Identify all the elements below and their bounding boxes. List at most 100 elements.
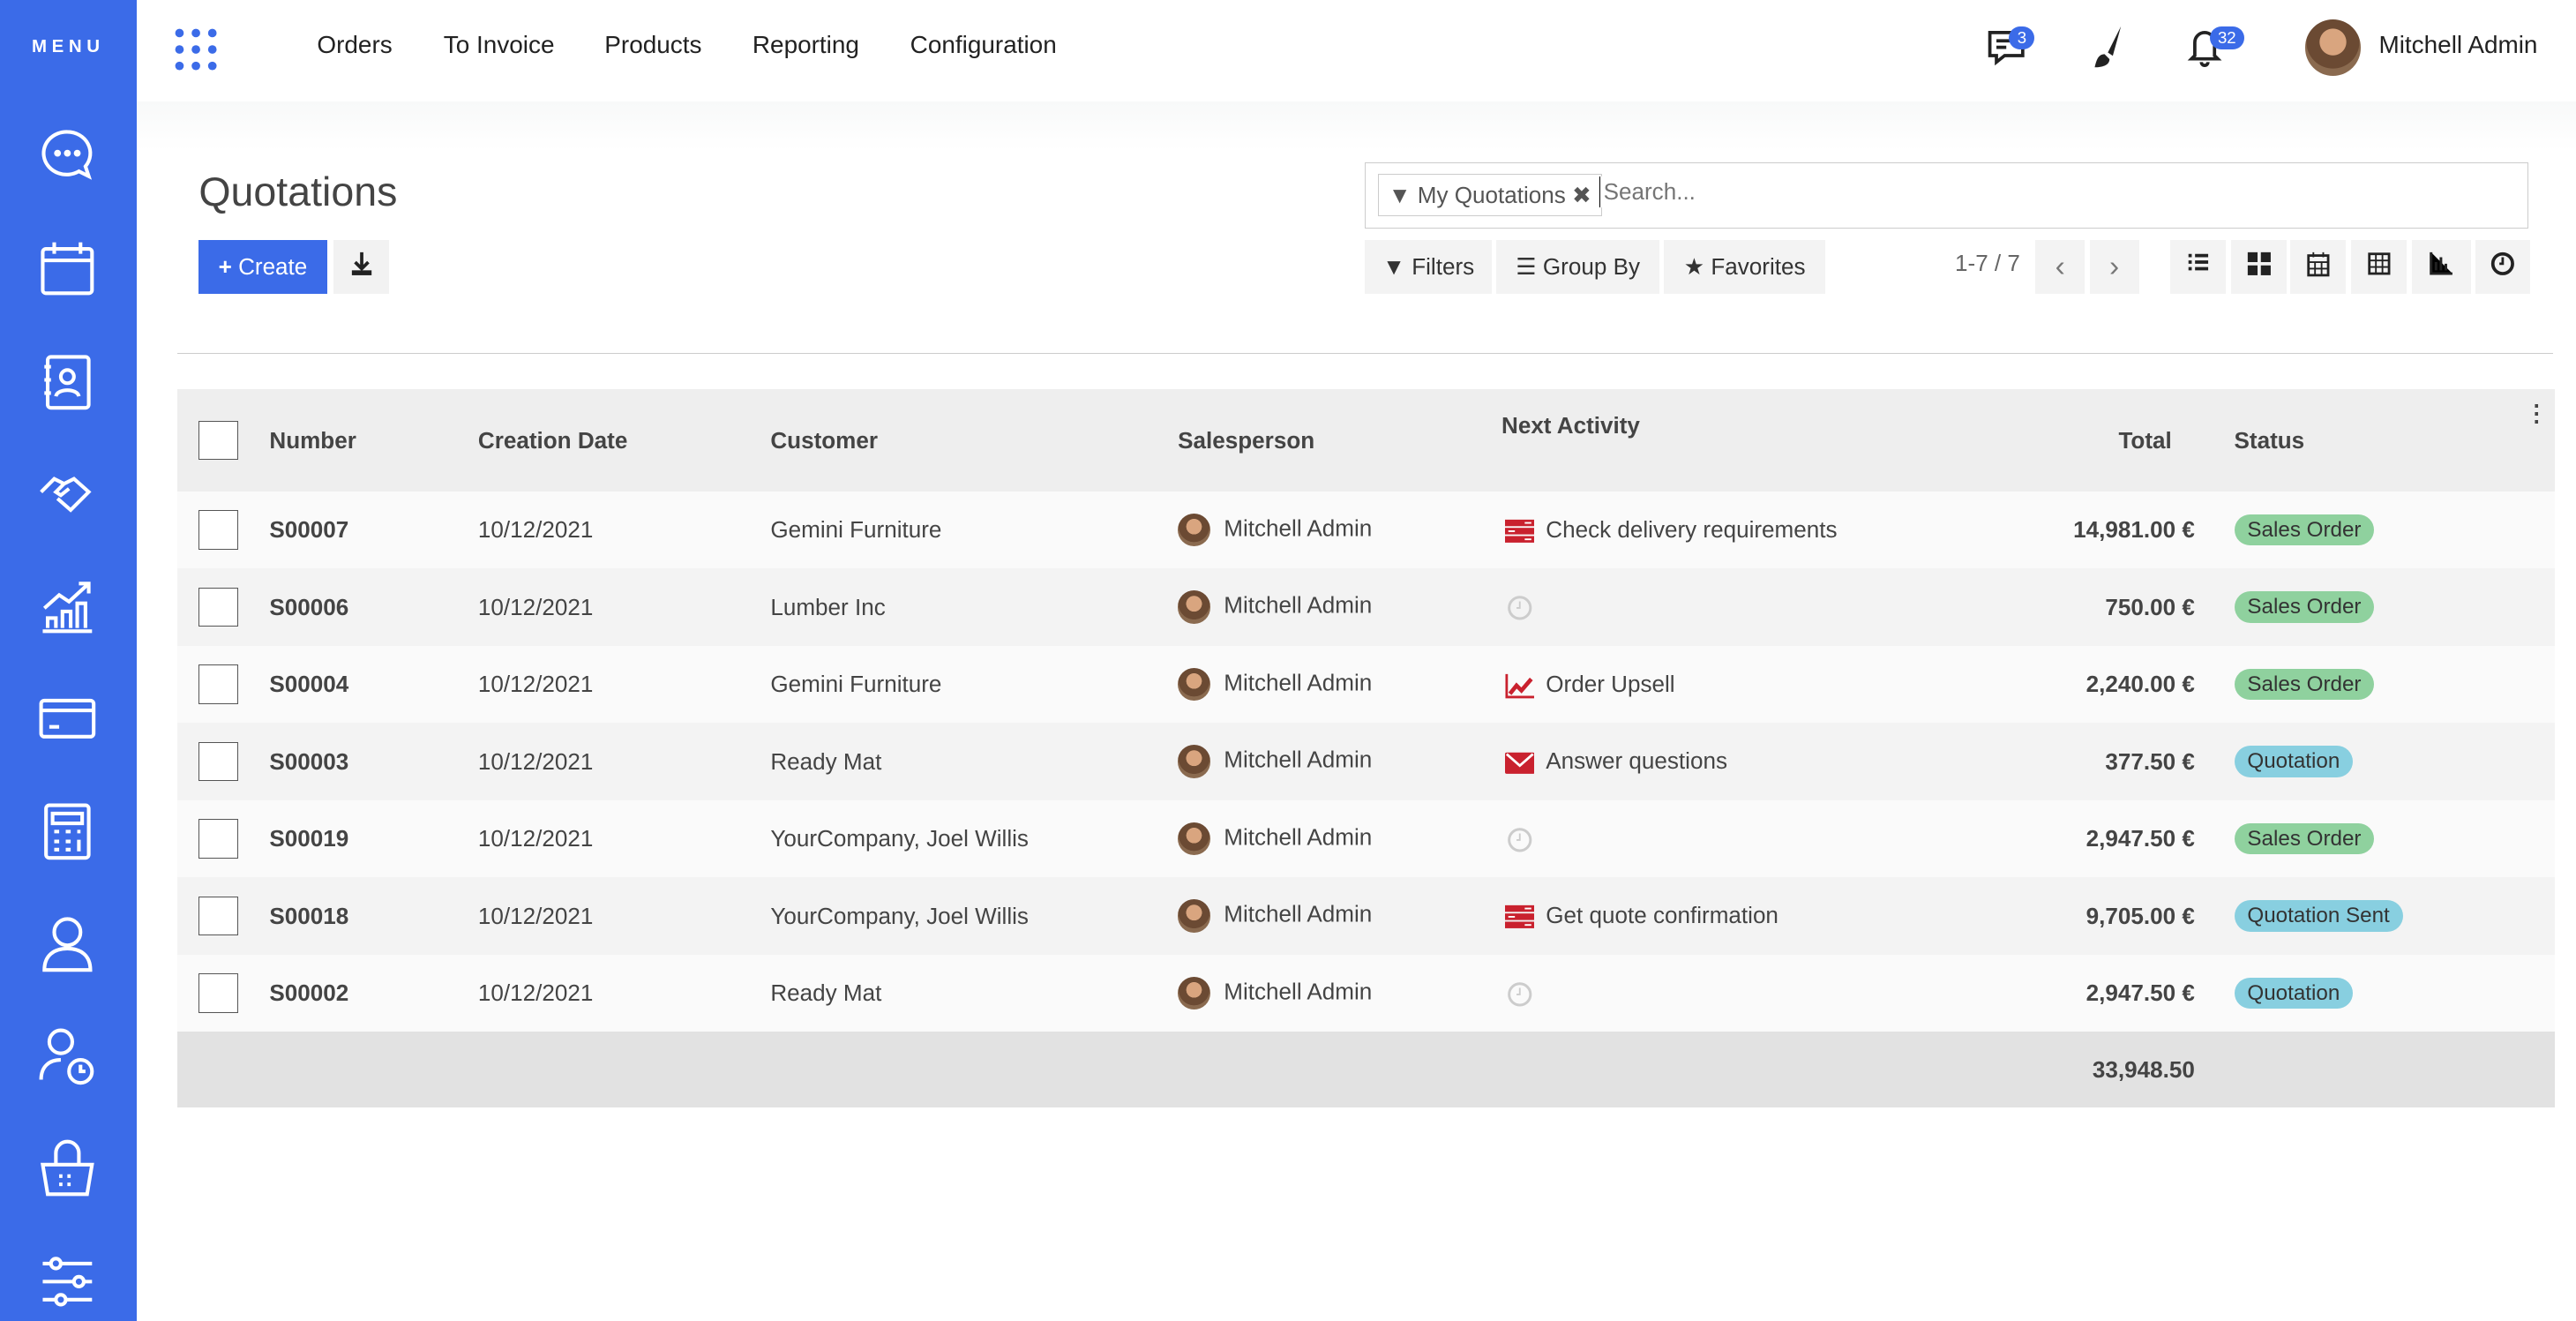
pager-next[interactable]: › (2089, 239, 2139, 295)
table-row[interactable]: S00019 10/12/2021 YourCompany, Joel Will… (177, 799, 2555, 878)
activity-envelope-icon[interactable] (1504, 749, 1535, 776)
activities-button[interactable]: 32 (2182, 19, 2244, 79)
col-status[interactable]: Status (2234, 426, 2305, 454)
facet-label: My Quotations (1417, 181, 1566, 208)
row-checkbox[interactable] (198, 896, 238, 936)
nav-configuration[interactable]: Configuration (910, 31, 1057, 59)
row-checkbox[interactable] (198, 741, 238, 782)
app-sidebar: MENU (0, 0, 137, 1321)
table-row[interactable]: S00006 10/12/2021 Lumber Inc Mitchell Ad… (177, 568, 2555, 646)
table-row[interactable]: S00018 10/12/2021 YourCompany, Joel Will… (177, 877, 2555, 955)
customer: YourCompany, Joel Willis (770, 902, 1029, 929)
contacts-icon[interactable] (36, 350, 99, 413)
calculator-icon[interactable] (36, 800, 99, 863)
crm-handshake-icon[interactable] (36, 462, 99, 525)
download-button[interactable] (333, 239, 390, 295)
paintbrush-icon[interactable] (2088, 23, 2128, 72)
row-checkbox[interactable] (198, 819, 238, 859)
row-checkbox[interactable] (198, 664, 238, 704)
order-number: S00002 (269, 979, 349, 1007)
divider (177, 353, 2553, 354)
activity-chart-icon[interactable] (1505, 672, 1535, 699)
user-avatar[interactable] (2304, 19, 2361, 76)
salesperson-avatar (1178, 745, 1211, 778)
activity-clock-icon[interactable] (1505, 827, 1535, 853)
top-navbar: Orders To Invoice Products Reporting Con… (136, 0, 2576, 102)
view-calendar-button[interactable] (2289, 239, 2347, 295)
activity-tasks-icon[interactable] (1504, 518, 1535, 544)
col-customer[interactable]: Customer (770, 389, 1179, 492)
col-creation-date[interactable]: Creation Date (477, 389, 771, 492)
order-number: S00018 (269, 902, 349, 929)
total: 2,240.00 € (2086, 671, 2195, 698)
menu-label[interactable]: MENU (31, 35, 105, 56)
customer: Ready Mat (770, 747, 882, 775)
activity-tasks-icon[interactable] (1504, 904, 1535, 930)
messages-button[interactable]: 3 (1985, 19, 2035, 79)
activity-summary[interactable]: Answer questions (1546, 747, 1727, 775)
activity-summary[interactable]: Order Upsell (1546, 670, 1675, 697)
total: 377.50 € (2105, 747, 2195, 775)
col-total[interactable]: Total (2060, 389, 2215, 492)
nav-to-invoice[interactable]: To Invoice (443, 31, 555, 59)
apps-grid-icon[interactable] (173, 26, 219, 72)
table-row[interactable]: S00002 10/12/2021 Ready Mat Mitchell Adm… (177, 954, 2555, 1032)
pager-value[interactable]: 1-7 / 7 (1955, 250, 2020, 277)
view-kanban-button[interactable] (2230, 239, 2288, 295)
activity-clock-icon[interactable] (1505, 595, 1535, 621)
sliders-icon[interactable] (36, 1250, 99, 1313)
user-icon[interactable] (36, 912, 99, 975)
activity-summary[interactable]: Get quote confirmation (1546, 902, 1778, 929)
nav-products[interactable]: Products (604, 31, 702, 59)
col-next-activity[interactable]: Next Activity (1501, 389, 2061, 492)
row-checkbox[interactable] (198, 973, 238, 1013)
salesperson-avatar (1178, 822, 1211, 856)
sum-total: 33,948.50 (2060, 1032, 2215, 1108)
user-menu[interactable]: Mitchell Admin (2378, 31, 2538, 59)
table-row[interactable]: S00007 10/12/2021 Gemini Furniture Mitch… (177, 491, 2555, 569)
salesperson-avatar (1178, 899, 1211, 933)
status-badge: Quotation Sent (2234, 900, 2403, 932)
activity-clock-icon[interactable] (1505, 981, 1535, 1008)
total: 2,947.50 € (2086, 979, 2195, 1007)
user-clock-icon[interactable] (36, 1025, 99, 1088)
row-checkbox[interactable] (198, 587, 238, 627)
table-row[interactable]: S00004 10/12/2021 Gemini Furniture Mitch… (177, 645, 2555, 724)
salesperson-avatar (1178, 513, 1211, 547)
view-list-button[interactable] (2169, 239, 2227, 295)
search-input[interactable] (1599, 176, 2494, 207)
view-pivot-button[interactable] (2350, 239, 2408, 295)
salesperson: Mitchell Admin (1224, 514, 1373, 542)
order-number: S00019 (269, 825, 349, 852)
optional-columns-icon[interactable]: ⋮ (2525, 399, 2549, 426)
favorites-button[interactable]: ★ Favorites (1664, 239, 1825, 295)
group-by-button[interactable]: ☰ Group By (1496, 239, 1659, 295)
create-button[interactable]: + Create (198, 239, 327, 295)
search-bar[interactable]: ▼ My Quotations ✖ (1365, 162, 2528, 229)
basket-icon[interactable] (36, 1138, 99, 1201)
filter-icon: ▼ (1382, 253, 1405, 281)
pager-previous[interactable]: ‹ (2035, 239, 2086, 295)
filters-button[interactable]: ▼ Filters (1365, 239, 1492, 295)
salesperson: Mitchell Admin (1224, 823, 1373, 851)
select-all-checkbox[interactable] (198, 420, 238, 461)
remove-facet-icon[interactable]: ✖ (1572, 181, 1591, 208)
salesperson: Mitchell Admin (1224, 978, 1373, 1005)
sales-chart-icon[interactable] (36, 575, 99, 638)
view-activity-button[interactable] (2475, 239, 2530, 295)
calendar-icon[interactable] (36, 237, 99, 300)
search-facet[interactable]: ▼ My Quotations ✖ (1377, 173, 1603, 216)
col-salesperson[interactable]: Salesperson (1178, 389, 1501, 492)
row-checkbox[interactable] (198, 510, 238, 550)
salesperson: Mitchell Admin (1224, 669, 1373, 696)
col-number[interactable]: Number (269, 389, 478, 492)
credit-card-icon[interactable] (36, 687, 99, 750)
table-row[interactable]: S00003 10/12/2021 Ready Mat Mitchell Adm… (177, 723, 2555, 800)
quotations-table: Number Creation Date Customer Salesperso… (177, 389, 2555, 1108)
nav-orders[interactable]: Orders (317, 31, 393, 59)
customer: Gemini Furniture (770, 671, 942, 698)
view-graph-button[interactable] (2411, 239, 2471, 295)
chat-icon[interactable] (36, 125, 99, 188)
activity-summary[interactable]: Check delivery requirements (1546, 515, 1838, 543)
nav-reporting[interactable]: Reporting (752, 31, 859, 59)
